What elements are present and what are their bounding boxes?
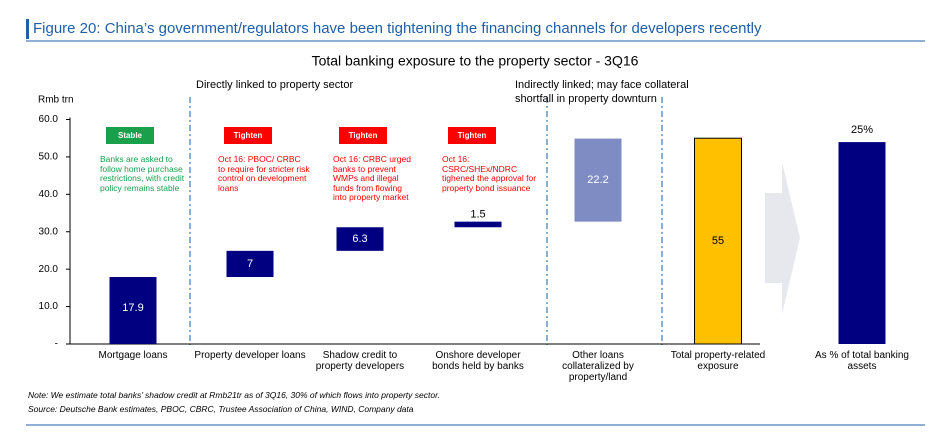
annotation: Banks are asked to follow home purchase … (100, 154, 185, 193)
annotation: Oct 16: CRBC urged banks to prevent WMPs… (333, 154, 411, 202)
x-tick-label: Total property-related exposure (670, 350, 766, 372)
badge: Tighten (224, 127, 272, 144)
arrow (765, 162, 800, 314)
value-label: 1.5 (470, 209, 485, 221)
y-axis-label: Rmb trn (38, 95, 74, 106)
x-tick-label: Property developer loans (194, 350, 306, 361)
x-tick-label: As % of total banking assets (815, 350, 909, 372)
chart-title: Total banking exposure to the property s… (312, 53, 639, 69)
y-tick-label: 30.0 (39, 226, 59, 237)
y-tick-label: 40.0 (39, 189, 59, 200)
bar (454, 221, 502, 228)
bar (109, 277, 157, 344)
value-label: 17.9 (122, 302, 143, 314)
y-tick-label: 50.0 (39, 152, 59, 163)
section-label: Indirectly linked; may face collateral s… (515, 79, 689, 105)
bar (694, 137, 742, 345)
value-label: 7 (247, 258, 253, 270)
x-tick-label: Shadow credit to property developers (315, 350, 405, 372)
x-tick-label: Onshore developer bonds held by banks (432, 350, 524, 372)
y-tick-label: 10.0 (39, 301, 59, 312)
badge: Stable (106, 127, 154, 144)
value-label: 6.3 (352, 233, 367, 245)
annotation: Oct 16: PBOC/ CRBC to require for strict… (218, 154, 310, 193)
figure-title: Figure 20: China’s government/regulators… (33, 20, 762, 37)
y-tick-label: - (55, 339, 58, 350)
badge: Tighten (448, 127, 496, 144)
value-label: 55 (712, 235, 724, 247)
bar (838, 142, 886, 344)
x-tick-label: Mortgage loans (98, 350, 168, 361)
bar (574, 138, 622, 222)
x-tick-label: Other loans collateralized by property/l… (562, 350, 634, 383)
value-label: 22.2 (587, 174, 608, 186)
annotation: Oct 16: CSRC/SHEx/NDRC tighened the appr… (442, 154, 537, 193)
y-tick-label: 60.0 (39, 114, 59, 125)
value-label: 25% (851, 124, 873, 136)
bar (336, 227, 384, 251)
badge: Tighten (339, 127, 387, 144)
header-accent (26, 19, 29, 39)
note: Note: We estimate total banks’ shadow cr… (28, 390, 440, 400)
y-tick-label: 20.0 (39, 264, 59, 275)
source: Source: Deutsche Bank estimates, PBOC, C… (28, 404, 414, 414)
section-label: Directly linked to property sector (196, 79, 354, 91)
bar (226, 250, 274, 278)
